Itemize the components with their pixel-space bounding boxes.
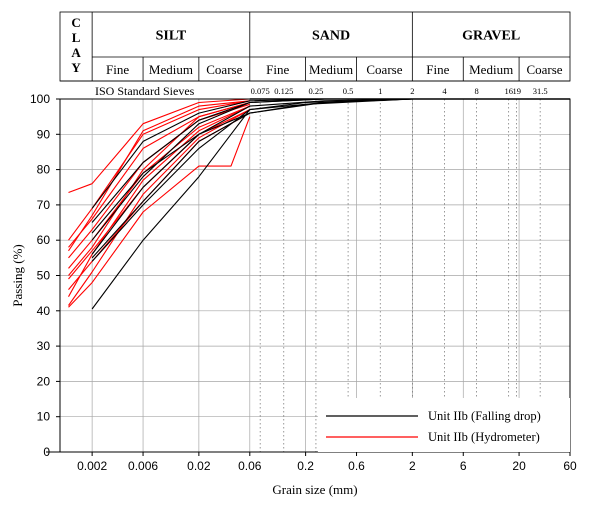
sub-label-sand-coarse: Coarse: [366, 62, 402, 77]
iso-sieves-label: ISO Standard Sieves: [95, 84, 195, 98]
x-tick-label-0.006: 0.006: [128, 459, 158, 473]
sub-label-sand-fine: Fine: [266, 62, 289, 77]
legend-box: [318, 398, 570, 452]
sieve-label-8: 8: [474, 86, 478, 96]
y-tick-label-70: 70: [37, 198, 51, 212]
y-tick-label-60: 60: [37, 233, 51, 247]
clay-letter-0: C: [71, 15, 80, 30]
curve-falling-drop-2: [91, 98, 413, 255]
sieve-label-31.5: 31.5: [533, 86, 548, 96]
y-tick-label-10: 10: [37, 410, 51, 424]
sieve-label-2: 2: [410, 86, 414, 96]
group-label-sand: SAND: [312, 29, 350, 44]
series-lines: [68, 98, 413, 310]
axes: 0 10 20 30 40 50 60 70 80 90 100 0.002 0.006 0.02 0.06…: [10, 92, 577, 497]
iso-sieve-lines: ISO Standard Sieves 0.075 0.125 0.25 0.5 1 2 4 8…: [95, 84, 570, 452]
x-tick-label-0.06: 0.06: [238, 459, 262, 473]
y-tick-label-20: 20: [37, 374, 51, 388]
y-tick-label-90: 90: [37, 127, 51, 141]
x-tick-label-0.02: 0.02: [187, 459, 211, 473]
clay-letter-1: L: [72, 30, 81, 45]
curve-hydrometer-10: [68, 101, 250, 276]
sub-label-silt-fine: Fine: [106, 62, 129, 77]
sieve-label-4: 4: [442, 86, 447, 96]
sieve-label-16: 16: [504, 86, 513, 96]
curve-hydrometer-1: [68, 100, 250, 241]
clay-letter-2: A: [71, 45, 81, 60]
sub-label-gravel-coarse: Coarse: [526, 62, 562, 77]
x-tick-label-20: 20: [512, 459, 526, 473]
curve-hydrometer-7: [68, 116, 251, 308]
curve-falling-drop-5: [91, 98, 325, 209]
y-tick-label-0: 0: [43, 445, 50, 459]
legend: Unit IIb (Falling drop) Unit IIb (Hydrome…: [318, 398, 570, 452]
legend-label-1: Unit IIb (Hydrometer): [428, 430, 540, 444]
sieve-label-0.125: 0.125: [274, 86, 293, 96]
clay-letter-3: Y: [71, 60, 81, 75]
y-tick-label-80: 80: [37, 163, 51, 177]
y-tick-label-100: 100: [30, 92, 50, 106]
legend-label-0: Unit IIb (Falling drop): [428, 409, 541, 423]
x-tick-label-2: 2: [409, 459, 416, 473]
x-tick-label-60: 60: [563, 459, 577, 473]
x-tick-label-0.002: 0.002: [77, 459, 107, 473]
x-tick-label-0.6: 0.6: [348, 459, 365, 473]
y-axis-title: Passing (%): [10, 244, 25, 306]
curve-hydrometer-9: [68, 100, 250, 252]
curve-falling-drop-7: [91, 98, 413, 259]
sub-label-sand-medium: Medium: [309, 62, 353, 77]
group-label-gravel: GRAVEL: [462, 29, 520, 44]
x-tick-label-6: 6: [460, 459, 467, 473]
curve-hydrometer-11: [68, 105, 251, 297]
group-label-silt: SILT: [156, 29, 187, 44]
y-tick-label-40: 40: [37, 304, 51, 318]
sub-label-silt-coarse: Coarse: [206, 62, 242, 77]
sub-label-silt-medium: Medium: [149, 62, 193, 77]
sub-label-gravel-medium: Medium: [469, 62, 513, 77]
curve-falling-drop-6: [91, 98, 325, 241]
y-tick-label-30: 30: [37, 339, 51, 353]
curve-hydrometer-8: [68, 109, 251, 306]
sub-label-gravel-fine: Fine: [426, 62, 449, 77]
sieve-label-19: 19: [512, 86, 521, 96]
sieve-label-1: 1: [378, 86, 382, 96]
x-tick-label-0.2: 0.2: [297, 459, 314, 473]
sieve-label-0.5: 0.5: [343, 86, 354, 96]
y-tick-label-50: 50: [37, 269, 51, 283]
x-axis-title: Grain size (mm): [272, 482, 357, 497]
sieve-label-0.075: 0.075: [251, 86, 270, 96]
sieve-label-0.25: 0.25: [309, 86, 324, 96]
curve-falling-drop-3: [91, 98, 413, 234]
curve-hydrometer-0: [68, 98, 250, 194]
